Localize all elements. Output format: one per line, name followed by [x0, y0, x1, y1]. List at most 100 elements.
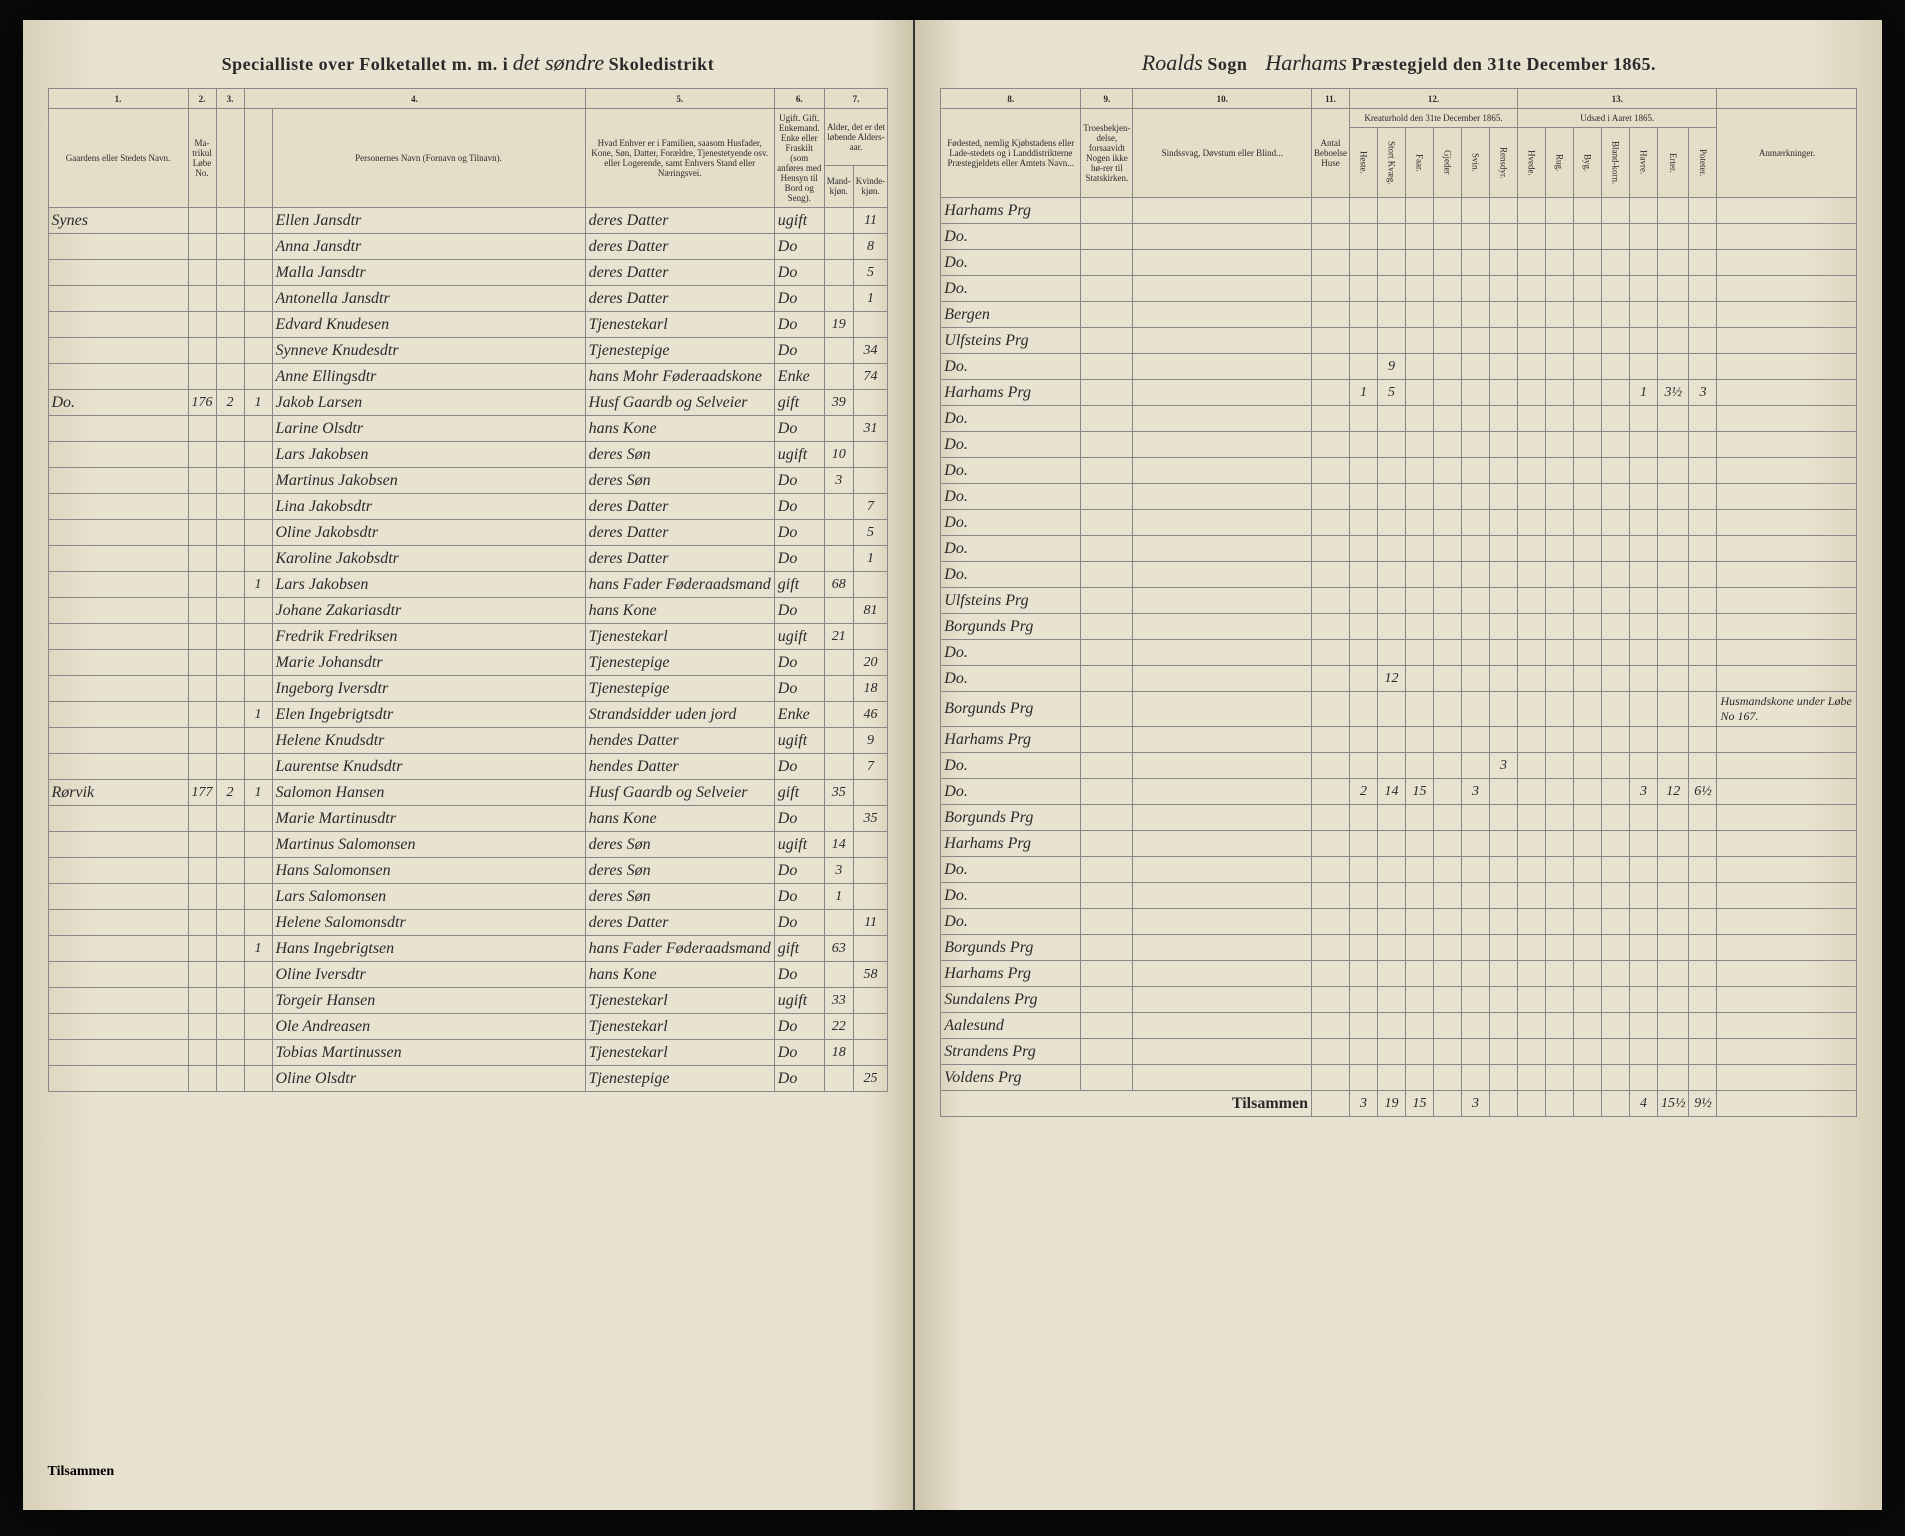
cell-u1 — [1517, 727, 1545, 753]
cell-k5 — [1461, 406, 1489, 432]
cell-sind — [1133, 302, 1312, 328]
cell-fode: Do. — [941, 666, 1081, 692]
cell-u5 — [1629, 536, 1657, 562]
cell-u7 — [1689, 1013, 1717, 1039]
cell-h — [244, 728, 272, 754]
cell-k2 — [1377, 510, 1405, 536]
cell-u6 — [1657, 1039, 1689, 1065]
cell-k6 — [1489, 302, 1517, 328]
cell-k6 — [1489, 380, 1517, 406]
cell-sind — [1133, 432, 1312, 458]
table-row: Harhams Prg — [941, 961, 1857, 987]
cell-m — [824, 806, 853, 832]
cell-u5 — [1629, 406, 1657, 432]
cell-anm — [1717, 432, 1857, 458]
cell-huse — [1311, 328, 1349, 354]
cell-stilling: hans Kone — [585, 962, 774, 988]
cell-u1 — [1517, 805, 1545, 831]
cell-u6 — [1657, 753, 1689, 779]
cell-k6 — [1489, 1013, 1517, 1039]
table-row: Do.3 — [941, 753, 1857, 779]
cell-sind — [1133, 779, 1312, 805]
cell-sind — [1133, 588, 1312, 614]
cell-m — [824, 546, 853, 572]
cell-u3 — [1573, 1039, 1601, 1065]
cell-fode: Do. — [941, 857, 1081, 883]
cell-u2 — [1545, 883, 1573, 909]
cell-k2 — [1377, 328, 1405, 354]
cell-anm — [1717, 588, 1857, 614]
cell-navn: Hans Salomonsen — [272, 858, 585, 884]
cell-anm — [1717, 1065, 1857, 1091]
subcol: Rensdyr. — [1489, 128, 1517, 198]
cell-u2 — [1545, 727, 1573, 753]
cell-h — [244, 260, 272, 286]
cell-u2 — [1545, 1065, 1573, 1091]
table-row: Martinus Salomonsenderes Sønugift14 — [48, 832, 888, 858]
cell-civil: Do — [774, 520, 824, 546]
subcol: Faar. — [1405, 128, 1433, 198]
cell-civil: Do — [774, 1040, 824, 1066]
cell-sind — [1133, 224, 1312, 250]
cell-gaard — [48, 442, 188, 468]
cell-stilling: Tjenestekarl — [585, 1040, 774, 1066]
cell-tro — [1081, 883, 1133, 909]
tot-u4 — [1601, 1091, 1629, 1117]
cell-sind — [1133, 276, 1312, 302]
colnum-13: 13. — [1517, 89, 1717, 109]
cell-m — [824, 1066, 853, 1092]
cell-u3 — [1573, 536, 1601, 562]
cell-fode: Strandens Prg — [941, 1039, 1081, 1065]
cell-b — [216, 884, 244, 910]
cell-civil: Do — [774, 494, 824, 520]
cell-civil: ugift — [774, 832, 824, 858]
cell-stilling: deres Søn — [585, 832, 774, 858]
cell-k5 — [1461, 484, 1489, 510]
cell-u3 — [1573, 1013, 1601, 1039]
cell-u5 — [1629, 562, 1657, 588]
cell-fode: Borgunds Prg — [941, 692, 1081, 727]
cell-tro — [1081, 614, 1133, 640]
cell-sind — [1133, 1013, 1312, 1039]
cell-anm — [1717, 354, 1857, 380]
cell-tro — [1081, 727, 1133, 753]
cell-tro — [1081, 692, 1133, 727]
cell-u7 — [1689, 328, 1717, 354]
cell-u1 — [1517, 692, 1545, 727]
cell-u1 — [1517, 536, 1545, 562]
cell-navn: Elen Ingebrigtsdtr — [272, 702, 585, 728]
cell-stilling: deres Datter — [585, 208, 774, 234]
cell-k3 — [1405, 614, 1433, 640]
cell-u2 — [1545, 328, 1573, 354]
cell-k1 — [1349, 510, 1377, 536]
cell-m — [824, 364, 853, 390]
cell-k5 — [1461, 1039, 1489, 1065]
cell-k2: 14 — [1377, 779, 1405, 805]
table-row: Voldens Prg — [941, 1065, 1857, 1091]
cell-tro — [1081, 779, 1133, 805]
cell-k5 — [1461, 753, 1489, 779]
cell-h — [244, 858, 272, 884]
cell-huse — [1311, 276, 1349, 302]
cell-u1 — [1517, 909, 1545, 935]
cell-k3 — [1405, 753, 1433, 779]
cell-tro — [1081, 857, 1133, 883]
cell-u7 — [1689, 432, 1717, 458]
colnum-5: 5. — [585, 89, 774, 109]
colnum-3: 3. — [216, 89, 244, 109]
cell-k1 — [1349, 935, 1377, 961]
subcol: Heste. — [1349, 128, 1377, 198]
cell-k6 — [1489, 250, 1517, 276]
tot-k4 — [1433, 1091, 1461, 1117]
cell-k2 — [1377, 935, 1405, 961]
cell-navn: Jakob Larsen — [272, 390, 585, 416]
cell-k4 — [1433, 276, 1461, 302]
praest-name: Harhams — [1265, 50, 1347, 75]
cell-k6 — [1489, 276, 1517, 302]
cell-k2 — [1377, 961, 1405, 987]
cell-b — [216, 260, 244, 286]
cell-h — [244, 650, 272, 676]
cell-anm — [1717, 380, 1857, 406]
cell-k2 — [1377, 909, 1405, 935]
cell-u6 — [1657, 328, 1689, 354]
